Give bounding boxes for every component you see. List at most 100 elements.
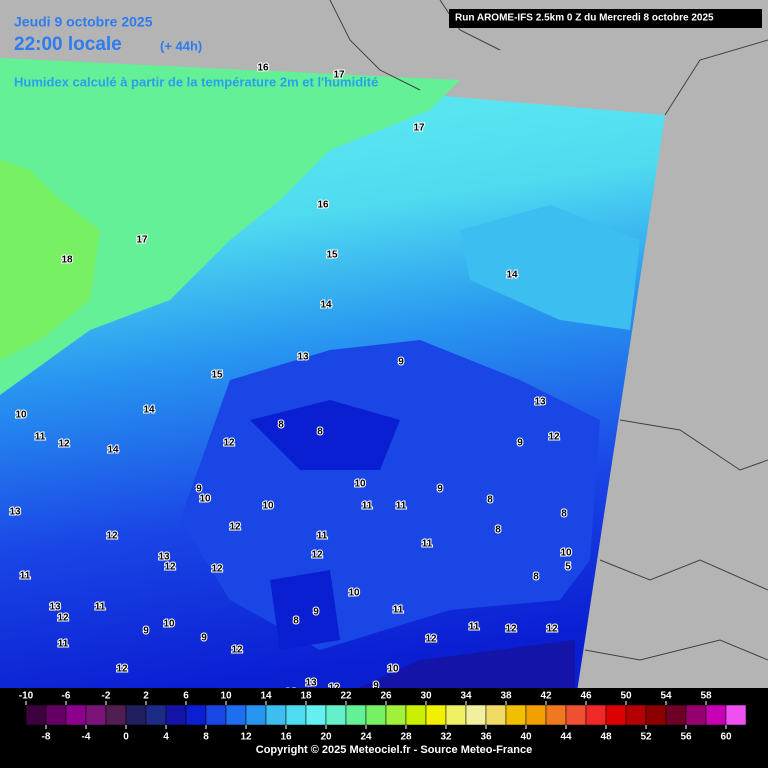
contour-label: 17 <box>136 235 148 246</box>
contour-label: 12 <box>231 645 243 656</box>
legend-tick-label: 50 <box>620 691 632 702</box>
legend-cell <box>425 704 447 726</box>
contour-label: 12 <box>311 550 323 561</box>
contour-label: 9 <box>196 484 202 495</box>
contour-label: 11 <box>317 531 328 542</box>
legend-cell <box>605 704 627 726</box>
legend-cell <box>485 704 507 726</box>
legend-cell <box>25 704 47 726</box>
date: Jeudi 9 octobre 2025 <box>14 14 153 30</box>
border-line <box>439 0 501 51</box>
contour-label: 8 <box>561 509 567 520</box>
contour-label: 10 <box>15 410 27 421</box>
contour-label: 11 <box>95 602 106 613</box>
time: 22:00 locale <box>14 34 122 55</box>
contour-label: 16 <box>257 63 269 74</box>
contour-label: 13 <box>49 602 61 613</box>
legend-tick-label: 22 <box>340 691 352 702</box>
legend-cell <box>245 704 267 726</box>
legend-cell <box>525 704 547 726</box>
legend-tick-label: 14 <box>260 691 272 702</box>
legend-cell <box>505 704 527 726</box>
contour-label: 14 <box>143 405 155 416</box>
legend-tick-label: 60 <box>720 732 732 743</box>
legend-tick-label: 24 <box>360 732 372 743</box>
contour-label: 8 <box>495 525 501 536</box>
legend-tick-label: 10 <box>220 691 232 702</box>
field-blue-dark <box>270 570 340 650</box>
legend-cell <box>685 704 707 726</box>
border-line <box>329 0 421 91</box>
contour-label: 13 <box>534 397 546 408</box>
legend-tick-label: -10 <box>19 691 34 702</box>
legend-cell <box>205 704 227 726</box>
legend-cell <box>145 704 167 726</box>
legend-tick-label: 52 <box>640 732 652 743</box>
contour-label: 8 <box>533 572 539 583</box>
legend-cell <box>445 704 467 726</box>
legend-cell <box>65 704 87 726</box>
contour-label: 12 <box>116 664 128 675</box>
contour-label: 11 <box>58 639 69 650</box>
borders <box>329 0 768 661</box>
contour-label: 12 <box>425 634 437 645</box>
legend-cell <box>625 704 647 726</box>
contour-label: 12 <box>57 613 69 624</box>
legend-cell <box>265 704 287 726</box>
legend-tick-label: 40 <box>520 732 532 743</box>
contour-label: 11 <box>35 432 46 443</box>
legend-cell <box>345 704 367 726</box>
contour-label: 8 <box>487 495 493 506</box>
contour-label: 8 <box>317 427 323 438</box>
field-green-dark <box>0 160 100 360</box>
legend-cell <box>325 704 347 726</box>
legend-cell <box>125 704 147 726</box>
legend-cell <box>405 704 427 726</box>
legend-cell <box>185 704 207 726</box>
legend-cell <box>305 704 327 726</box>
contour-label: 5 <box>565 562 571 573</box>
legend-cell <box>565 704 587 726</box>
contour-label: 10 <box>560 548 572 559</box>
legend-tick-label: 34 <box>460 691 472 702</box>
contour-label: 13 <box>158 552 170 563</box>
field-green <box>0 58 460 395</box>
legend-tick-label: 48 <box>600 732 612 743</box>
contour-label: 9 <box>398 357 404 368</box>
contour-label: 11 <box>20 571 31 582</box>
contour-label: 12 <box>505 624 517 635</box>
contour-label: 14 <box>506 270 518 281</box>
legend-cell <box>665 704 687 726</box>
field-cyan-dark <box>460 205 640 330</box>
legend-tick-label: -2 <box>102 691 111 702</box>
contour-label: 16 <box>317 200 329 211</box>
legend-tick-label: -6 <box>62 691 71 702</box>
legend-tick-label: 2 <box>143 691 149 702</box>
contour-label: 18 <box>61 255 73 266</box>
contour-label: 9 <box>517 438 523 449</box>
contour-label: 10 <box>348 588 360 599</box>
copyright: Copyright © 2025 Meteociel.fr - Source M… <box>256 744 532 756</box>
legend-tick-label: 32 <box>440 732 452 743</box>
legend-tick-label: 18 <box>300 691 312 702</box>
legend-cell <box>705 704 727 726</box>
border-line <box>599 559 768 591</box>
border-line <box>584 639 768 661</box>
legend-cell <box>725 704 747 726</box>
contour-label: 10 <box>387 664 399 675</box>
legend-tick-label: 8 <box>203 732 209 743</box>
legend-tick-label: 12 <box>240 732 252 743</box>
contour-label: 12 <box>106 531 118 542</box>
contour-label: 14 <box>107 445 119 456</box>
legend-tick-label: -8 <box>42 732 51 743</box>
contour-label: 15 <box>211 370 223 381</box>
contour-label: 11 <box>422 539 433 550</box>
legend-cell <box>385 704 407 726</box>
contour-label: 8 <box>293 616 299 627</box>
legend-tick-label: 0 <box>123 732 129 743</box>
legend-tick-label: 38 <box>500 691 512 702</box>
contour-label: 12 <box>223 438 235 449</box>
legend-cell <box>585 704 607 726</box>
legend-tick-label: 6 <box>183 691 189 702</box>
